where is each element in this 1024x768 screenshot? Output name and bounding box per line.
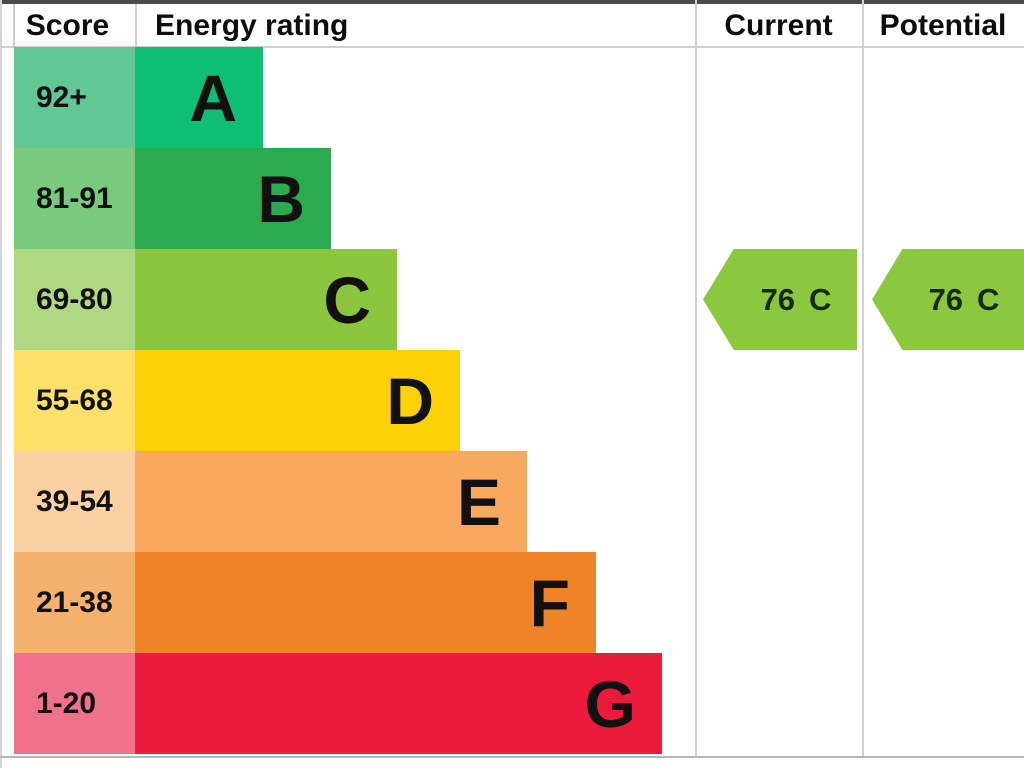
grade-letter: F	[529, 565, 570, 640]
score-range-label: 55-68	[36, 383, 113, 417]
band-row: 1-20 G	[14, 653, 1024, 754]
band-row: 69-80 C	[14, 249, 1024, 350]
grade-letter: G	[584, 666, 636, 741]
band-row: 55-68 D	[14, 350, 1024, 451]
band-row: 92+ A	[14, 47, 1024, 148]
rating-bar: B	[135, 148, 331, 249]
chart-top-border	[0, 0, 1024, 4]
grade-letter: E	[456, 464, 501, 539]
grade-letter: B	[257, 161, 305, 236]
header-divider-left	[13, 4, 15, 46]
score-cell: 92+	[14, 47, 135, 148]
rating-bar: A	[135, 47, 263, 148]
band-row: 39-54 E	[14, 451, 1024, 552]
score-cell: 39-54	[14, 451, 135, 552]
score-cell: 1-20	[14, 653, 135, 754]
current-column-divider	[695, 0, 697, 757]
score-column-header: Score	[25, 9, 110, 42]
potential-column-header: Potential	[879, 9, 1007, 42]
potential-rating-grade: C	[977, 281, 1000, 317]
header-divider-score	[135, 4, 137, 46]
score-cell: 21-38	[14, 552, 135, 653]
grade-letter: C	[323, 262, 371, 337]
score-range-label: 92+	[36, 80, 87, 114]
score-range-label: 21-38	[36, 585, 113, 619]
score-range-label: 1-20	[36, 686, 97, 720]
score-cell: 55-68	[14, 350, 135, 451]
score-cell: 81-91	[14, 148, 135, 249]
header-underline	[0, 46, 1024, 48]
rating-bar: C	[135, 249, 397, 350]
grade-letter: D	[386, 363, 434, 438]
rating-bands: 92+ A 81-91 B 69-80 C 55-68 D 39-54 E 21…	[14, 47, 1024, 754]
rating-bar: E	[135, 451, 527, 552]
rating-bar: F	[135, 552, 596, 653]
current-rating-arrow: 76 C	[703, 249, 857, 350]
current-rating-value: 76	[760, 281, 796, 317]
grade-letter: A	[189, 60, 237, 135]
potential-rating-arrow: 76 C	[872, 249, 1024, 350]
rating-bar: D	[135, 350, 460, 451]
chart-left-border	[0, 0, 2, 768]
potential-rating-value: 76	[928, 281, 964, 317]
band-row: 81-91 B	[14, 148, 1024, 249]
current-column-header: Current	[724, 9, 833, 42]
chart-bottom-rule	[0, 756, 1024, 758]
rating-bar: G	[135, 653, 662, 754]
current-rating-grade: C	[809, 281, 832, 317]
score-range-label: 81-91	[36, 181, 113, 215]
energy-rating-column-header: Energy rating	[155, 9, 349, 42]
score-cell: 69-80	[14, 249, 135, 350]
score-range-label: 69-80	[36, 282, 113, 316]
potential-column-divider	[862, 0, 864, 757]
band-row: 21-38 F	[14, 552, 1024, 653]
score-range-label: 39-54	[36, 484, 113, 518]
